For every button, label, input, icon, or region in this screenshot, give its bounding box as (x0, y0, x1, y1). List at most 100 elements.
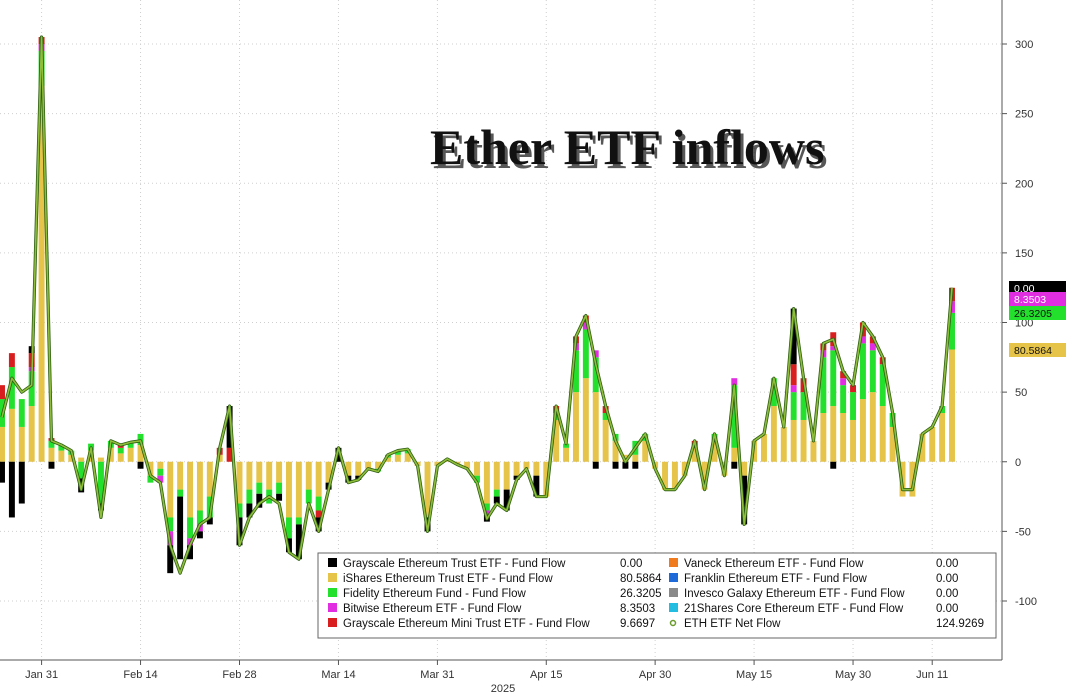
flow-bar-segment (503, 489, 510, 511)
flow-bar-segment (256, 482, 263, 494)
flow-bar-segment (335, 447, 342, 462)
flow-bar-segment (731, 378, 738, 386)
flow-bar-segment (365, 461, 372, 469)
flow-bar-segment (563, 447, 570, 462)
flow-bar-segment (533, 461, 540, 476)
y-tick-label: -100 (1015, 596, 1037, 608)
flow-bar-segment (305, 461, 312, 490)
legend-swatch (328, 573, 337, 582)
y-tick-label: 200 (1015, 178, 1033, 190)
flow-bar-segment (869, 350, 876, 393)
flow-bar-segment (869, 392, 876, 462)
chart-title-shadow: Ether ETF inflows (433, 123, 827, 179)
flow-bar-segment (394, 454, 401, 462)
flow-bar-segment (295, 461, 302, 518)
flow-bar-segment (127, 442, 134, 448)
flow-bar-segment (741, 461, 748, 476)
x-tick-label: Jun 11 (916, 669, 948, 681)
flow-bars (0, 37, 955, 574)
flow-bar-segment (602, 419, 609, 462)
flow-bar-segment (770, 406, 777, 462)
legend-value: 26.3205 (620, 588, 662, 600)
flow-bar-segment (48, 440, 55, 448)
legend-value: 0.00 (936, 603, 958, 615)
legend-value: 124.9269 (936, 618, 984, 630)
flow-bar-segment (632, 461, 639, 469)
flow-bar-segment (8, 408, 15, 462)
x-tick-label: Feb 14 (123, 669, 157, 681)
legend-value: 8.3503 (620, 603, 655, 615)
flow-bar-segment (602, 413, 609, 420)
flow-bar-segment (711, 440, 718, 462)
flow-bar-segment (949, 349, 955, 462)
flow-bar-segment (741, 475, 748, 525)
flow-bar-segment (533, 475, 540, 497)
flow-bar-segment (859, 336, 866, 344)
flow-bar-segment (919, 433, 926, 462)
x-tick-label: Apr 30 (639, 669, 671, 681)
y-tick-label: 0 (1015, 457, 1021, 469)
flow-bar-segment (850, 385, 857, 393)
flow-bar-segment (117, 447, 124, 454)
legend-swatch (669, 558, 678, 567)
flow-bar-segment (572, 350, 579, 393)
legend-value: 80.5864 (620, 573, 662, 585)
flow-bar-segment (582, 322, 589, 330)
net-flow-line-outline (0, 35, 954, 575)
legend-swatch (669, 619, 677, 627)
flow-bar-segment (167, 517, 174, 532)
flow-bar-segment (592, 392, 599, 462)
flow-bar-segment (800, 419, 807, 462)
flow-bar-segment (840, 385, 847, 414)
flow-bar-segment (28, 406, 35, 462)
flow-bar-segment (830, 461, 837, 469)
flow-bar-segment (820, 357, 827, 414)
flow-bar-segment (315, 496, 322, 511)
flow-bar-segment (850, 419, 857, 462)
flow-bar-segment (147, 475, 154, 483)
flow-bar-segment (177, 489, 184, 497)
legend-value: 9.6697 (620, 618, 655, 630)
flow-bar-segment (167, 461, 174, 518)
legend-label: Franklin Ethereum ETF - Fund Flow (684, 573, 867, 585)
flow-bar-segment (236, 461, 243, 504)
flow-bar-segment (493, 461, 500, 490)
flow-bar-segment (592, 350, 599, 358)
x-axis: Jan 31 Feb 14 Feb 28 Mar 14 Mar 31 Apr 15 Apr … (25, 660, 948, 681)
flow-bar-segment (196, 531, 203, 539)
flow-bar-segment (384, 457, 391, 462)
x-tick-label: Jan 31 (25, 669, 58, 681)
flow-bar-segment (404, 453, 411, 462)
y-axis: 300 250 200 150 100 50 0 -50 -100 (1002, 39, 1037, 608)
flow-bar-segment (286, 461, 292, 518)
flow-bar-segment (859, 343, 866, 400)
flow-bar-segment (8, 461, 15, 518)
flow-bar-segment (315, 510, 322, 518)
flow-bar-segment (731, 385, 738, 448)
legend-swatch (669, 603, 678, 612)
flow-bar-segment (869, 343, 876, 351)
flow-bar-segment (18, 399, 25, 427)
flow-bar-segment (889, 426, 896, 462)
legend-label: Bitwise Ethereum ETF - Fund Flow (343, 603, 522, 615)
flow-bar-segment (18, 426, 25, 462)
flow-bar-segment (622, 461, 629, 469)
flow-bar-segment (671, 461, 678, 490)
flow-bar-segment (691, 447, 698, 462)
flow-bar-segment (513, 461, 520, 476)
flow-bar-segment (266, 461, 273, 490)
legend-value: 0.00 (936, 588, 958, 600)
flow-bar-segment (48, 461, 55, 469)
x-tick-label: May 30 (835, 669, 871, 681)
flow-bar-segment (929, 426, 936, 462)
y-tick-label: 100 (1015, 318, 1033, 330)
legend-value: 0.00 (620, 558, 642, 570)
flow-bar-segment (246, 489, 253, 504)
legend-swatch (328, 558, 337, 567)
flow-bar-segment (375, 461, 382, 469)
flow-bar-segment (256, 493, 263, 508)
legend-label: ETH ETF Net Flow (684, 618, 781, 630)
legend-box (317, 552, 997, 639)
flow-bar-segment (305, 489, 312, 504)
